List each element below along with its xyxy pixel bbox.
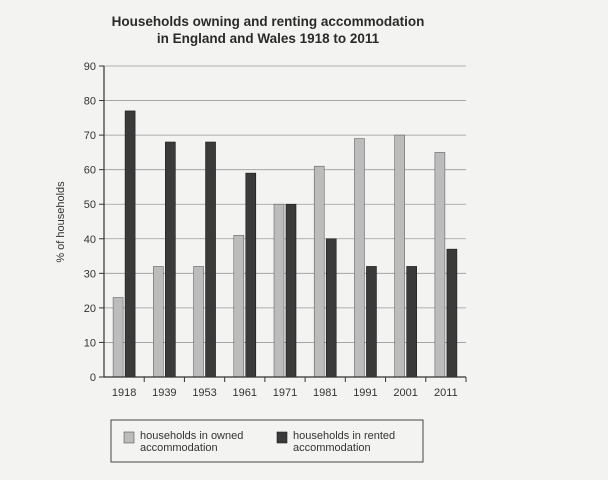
bar-rented-1918	[124, 110, 136, 378]
legend-swatch-owned	[123, 431, 135, 444]
bar-rented-2011	[446, 248, 458, 378]
chart-title-line-1: Households owning and renting accommodat…	[112, 14, 425, 29]
x-tick-label-1991: 1991	[353, 387, 377, 399]
legend: households in owned accommodation househ…	[110, 419, 424, 463]
legend-box	[110, 419, 424, 463]
bar-owned-2011	[434, 152, 446, 378]
y-tick-label-10: 10	[84, 337, 96, 349]
bar-rented-1961	[245, 172, 257, 378]
x-tick-label-1939: 1939	[152, 387, 176, 399]
y-tick-label-60: 60	[84, 165, 96, 177]
bar-owned-1918	[112, 297, 124, 378]
y-axis-label: % of households	[55, 181, 67, 263]
x-tick-label-1981: 1981	[313, 387, 337, 399]
bar-rented-2001	[406, 266, 417, 378]
legend-label-owned-line-1: households in owned	[140, 430, 243, 442]
y-tick-label-20: 20	[84, 303, 96, 315]
bar-owned-2001	[394, 134, 405, 378]
bar-rented-1953	[205, 141, 216, 378]
x-tick-label-1971: 1971	[273, 387, 297, 399]
bar-owned-1971	[273, 203, 285, 378]
bar-rented-1971	[285, 203, 297, 378]
x-tick-label-2011: 2011	[434, 387, 458, 399]
legend-label-rented-line-2: accommodation	[293, 442, 371, 454]
bar-owned-1991	[354, 138, 365, 378]
bar-rented-1981	[325, 238, 337, 378]
bars	[112, 110, 458, 378]
legend-label-rented-line-1: households in rented	[293, 430, 395, 442]
axes	[103, 66, 466, 378]
bar-rented-1939	[165, 141, 176, 378]
bar-owned-1981	[313, 165, 325, 378]
x-tick-label-1918: 1918	[112, 387, 136, 399]
legend-label-owned-line-2: accommodation	[140, 442, 218, 454]
y-tick-label-80: 80	[84, 96, 96, 108]
bar-owned-1953	[193, 266, 204, 378]
chart-title-line-2: in England and Wales 1918 to 2011	[157, 31, 380, 46]
bar-rented-1991	[366, 266, 377, 378]
y-tick-label-0: 0	[90, 372, 96, 384]
bar-owned-1939	[153, 266, 164, 378]
y-tick-label-90: 90	[84, 61, 96, 73]
y-tick-label-40: 40	[84, 234, 96, 246]
y-tick-label-50: 50	[84, 199, 96, 211]
x-tick-label-2001: 2001	[393, 387, 417, 399]
grid	[104, 65, 466, 343]
legend-swatch-rented	[276, 431, 288, 444]
x-tick-label-1953: 1953	[192, 387, 216, 399]
y-tick-label-70: 70	[84, 130, 96, 142]
x-tick-label-1961: 1961	[233, 387, 257, 399]
x-ticks: 1918 1939 1953 1961 1971 1981 1991 2001 2011	[112, 377, 467, 399]
y-ticks: 0 10 20 30 40 50 60 70 80 90	[84, 61, 104, 384]
y-tick-label-30: 30	[84, 268, 96, 280]
bar-owned-1961	[233, 235, 245, 378]
